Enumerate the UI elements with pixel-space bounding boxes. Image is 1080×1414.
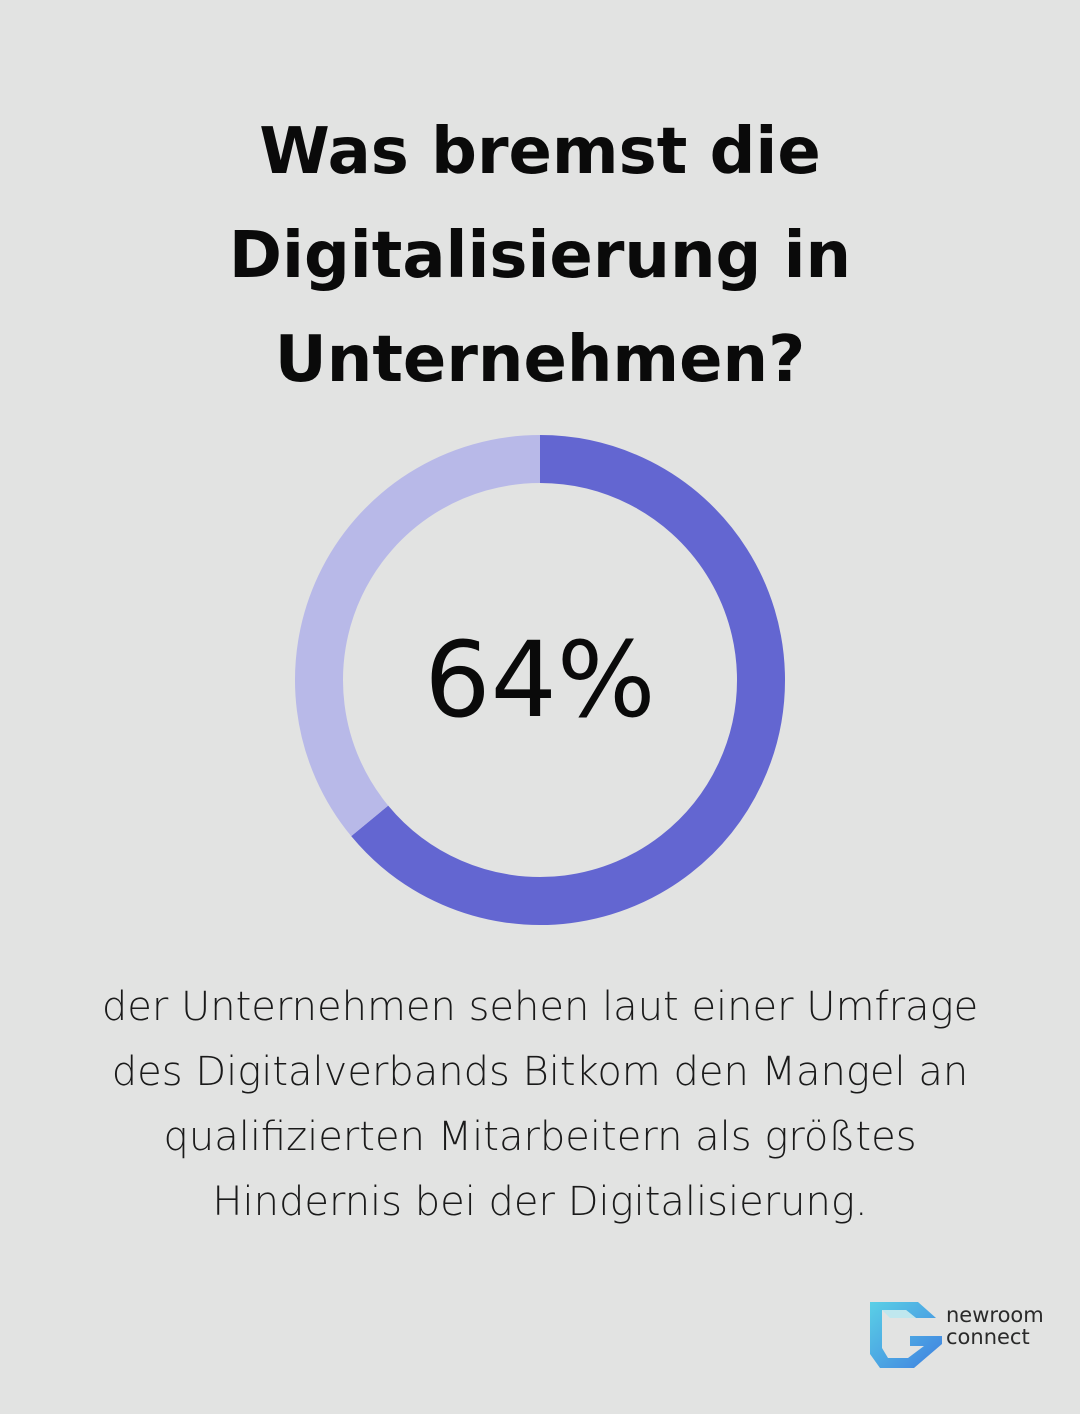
description-line: Hindernis bei der Digitalisierung.	[212, 1179, 868, 1225]
logo-wordmark: newroom connect	[946, 1304, 1044, 1348]
logo-text-line1: newroom	[946, 1303, 1044, 1327]
title-line: Digitalisierung in	[228, 219, 852, 293]
logo-text-line2: connect	[946, 1325, 1030, 1349]
description: der Unternehmen sehen laut einer Umfrage…	[40, 975, 1040, 1235]
description-line: der Unternehmen sehen laut einer Umfrage	[101, 984, 979, 1030]
center-percentage: 64%	[424, 619, 655, 741]
description-line: des Digitalverbands Bitkom den Mangel an	[111, 1049, 969, 1095]
description-line: qualifizierten Mitarbeitern als größtes	[163, 1114, 917, 1160]
donut-slice-remainder	[295, 435, 541, 837]
title-line: Was bremst die	[259, 115, 821, 189]
newroom-connect-logo-icon	[870, 1302, 942, 1368]
page-title: Was bremst die Digitalisierung in Untern…	[90, 100, 990, 412]
donut-slices	[295, 435, 785, 925]
title-line: Unternehmen?	[274, 323, 806, 397]
donut-slice-primary	[351, 435, 785, 925]
logo: newroom connect	[866, 1296, 1046, 1376]
donut-chart: 64%	[295, 435, 785, 925]
